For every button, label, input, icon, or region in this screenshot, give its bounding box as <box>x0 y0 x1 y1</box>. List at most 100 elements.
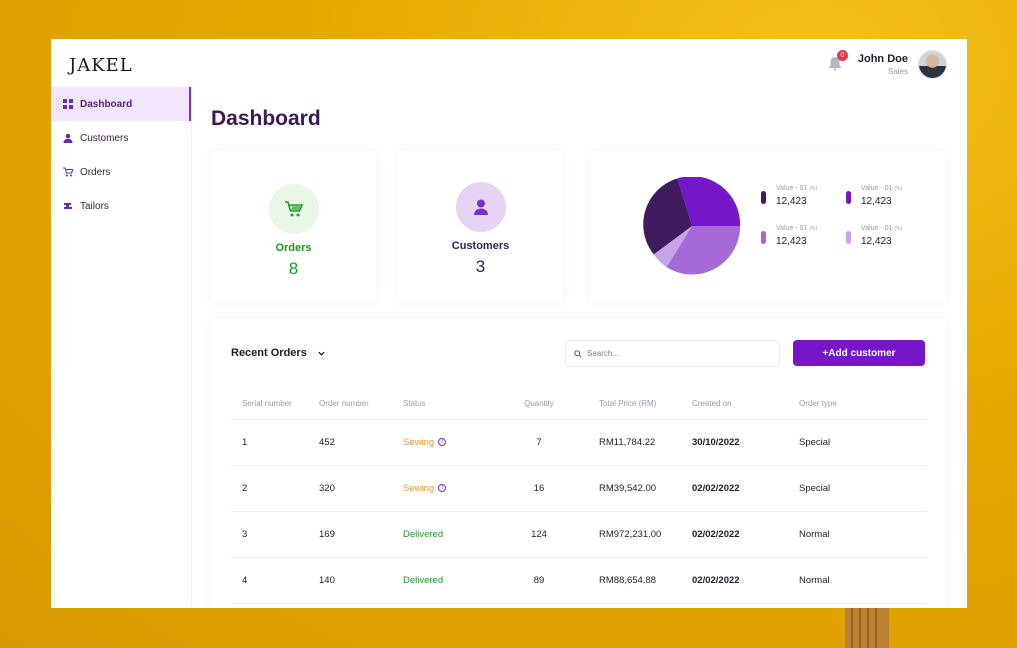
table-row[interactable]: 4 140 Delivered 89 RM88,654.88 02/02/202… <box>231 557 927 604</box>
search-icon <box>574 349 582 358</box>
column-header[interactable]: Order number <box>308 389 392 420</box>
price-cell: RM39,542.00 <box>574 465 681 512</box>
status-cell: Sewing! <box>392 419 504 466</box>
order-type-cell: Special <box>788 419 927 466</box>
legend-value: 12,423 <box>861 196 892 207</box>
sidebar-item-label: Tailors <box>80 200 109 212</box>
search-input[interactable] <box>587 349 767 358</box>
pie-chart <box>643 177 741 275</box>
user-area: 0 John Doe Sales <box>828 49 947 79</box>
bell-icon <box>828 57 841 71</box>
order-number-cell: 320 <box>308 465 392 512</box>
order-number-cell: 169 <box>308 511 392 558</box>
status-text: Delivered <box>403 574 444 586</box>
chevron-down-icon <box>318 351 325 356</box>
customers-stat-icon <box>455 182 506 232</box>
pie-slice-3 <box>653 226 692 268</box>
user-icon <box>473 199 488 215</box>
status-text: Delivered <box>403 528 444 540</box>
cart-icon <box>63 167 73 177</box>
orders-stat-value: 8 <box>288 259 299 278</box>
table-header-row: Serial number Order number Status Quanti… <box>231 389 927 420</box>
customers-stat-label: Customers <box>451 240 510 252</box>
orders-stat-card[interactable]: Orders 8 <box>211 151 376 303</box>
pie-slice-4 <box>643 178 692 255</box>
price-cell: RM11,784.22 <box>574 419 681 466</box>
legend-swatch <box>761 191 766 204</box>
status-cell: Delivered <box>392 557 504 604</box>
column-header[interactable]: Quantity <box>504 389 574 420</box>
user-role: Sales <box>887 66 908 76</box>
info-icon[interactable]: ! <box>438 437 447 446</box>
status-cell: Sewing! <box>392 465 504 512</box>
legend-label: Value - 01 (%) <box>861 225 903 232</box>
sidebar-item-label: Customers <box>80 132 129 144</box>
order-type-cell: Normal <box>788 511 927 558</box>
avatar[interactable] <box>918 49 947 79</box>
status-text: Sewing <box>403 482 435 494</box>
table-row[interactable]: 1 452 Sewing! 7 RM11,784.22 30/10/2022 S… <box>231 419 927 466</box>
column-header[interactable]: Serial number <box>231 389 308 420</box>
column-header[interactable]: Status <box>392 389 504 420</box>
legend-label: Value - 01 (%) <box>776 225 818 232</box>
status-text: Sewing <box>403 436 435 448</box>
quantity-cell: 16 <box>504 465 574 512</box>
column-header[interactable]: Total Price (RM) <box>574 389 681 420</box>
background-decoration <box>845 608 889 648</box>
sidebar-item-orders[interactable]: Orders <box>51 155 191 189</box>
serial-cell: 3 <box>231 511 308 558</box>
page-title: Dashboard <box>211 107 321 130</box>
table-row[interactable]: 2 320 Sewing! 16 RM39,542.00 02/02/2022 … <box>231 465 927 512</box>
sidebar-item-label: Orders <box>80 166 111 178</box>
legend-label: Value - 01 (%) <box>861 185 903 192</box>
quantity-cell: 89 <box>504 557 574 604</box>
legend-value: 12,423 <box>776 236 807 247</box>
orders-stat-label: Orders <box>275 242 312 254</box>
pie-slice-2 <box>666 226 741 275</box>
notification-bell[interactable]: 0 <box>828 50 848 72</box>
quantity-cell: 7 <box>504 419 574 466</box>
pie-slice-1 <box>677 177 741 226</box>
sidebar-item-customers[interactable]: Customers <box>51 121 191 155</box>
serial-cell: 2 <box>231 465 308 512</box>
order-type-cell: Special <box>788 465 927 512</box>
recent-orders-panel: Recent Orders +Add customer Serial numbe… <box>211 319 945 608</box>
order-number-cell: 140 <box>308 557 392 604</box>
price-cell: RM972,231.00 <box>574 511 681 558</box>
sewing-machine-icon <box>64 203 72 209</box>
customers-stat-value: 3 <box>475 257 486 276</box>
order-type-cell: Normal <box>788 557 927 604</box>
status-cell: Delivered <box>392 511 504 558</box>
order-number-cell: 452 <box>308 419 392 466</box>
sidebar: Dashboard Customers Orders Tailors <box>51 87 192 608</box>
orders-stat-icon <box>268 184 319 234</box>
sidebar-item-tailors[interactable]: Tailors <box>51 189 191 223</box>
legend-item: Value - 01 (%) 12,423 <box>846 185 931 207</box>
created-cell: 02/02/2022 <box>681 465 788 512</box>
legend-item: Value - 01 (%) 12,423 <box>846 225 931 247</box>
customers-stat-card[interactable]: Customers 3 <box>398 151 563 303</box>
legend-value: 12,423 <box>776 196 807 207</box>
info-icon[interactable]: ! <box>438 483 447 492</box>
legend-swatch <box>846 191 851 204</box>
column-header[interactable]: Created on <box>681 389 788 420</box>
column-header[interactable]: Order type <box>788 389 927 420</box>
legend-label: Value - 01 (%) <box>776 185 818 192</box>
user-icon <box>63 133 73 143</box>
add-customer-button[interactable]: +Add customer <box>793 340 925 366</box>
app-logo[interactable]: JAKEL <box>69 55 133 76</box>
price-cell: RM88,654.88 <box>574 557 681 604</box>
legend-item: Value - 01 (%) 12,423 <box>761 225 846 247</box>
recent-orders-dropdown[interactable]: Recent Orders <box>231 347 326 359</box>
search-box[interactable] <box>565 340 780 367</box>
serial-cell: 4 <box>231 557 308 604</box>
user-info: John Doe Sales <box>858 53 908 76</box>
sidebar-item-dashboard[interactable]: Dashboard <box>51 87 191 121</box>
cart-icon <box>284 201 303 217</box>
legend-swatch <box>761 231 766 244</box>
created-cell: 02/02/2022 <box>681 557 788 604</box>
created-cell: 02/02/2022 <box>681 511 788 558</box>
legend-item: Value - 01 (%) 12,423 <box>761 185 846 207</box>
pie-legend: Value - 01 (%) 12,423 Value - 01 (%) 12,… <box>761 185 931 247</box>
table-row[interactable]: 3 169 Delivered 124 RM972,231.00 02/02/2… <box>231 511 927 558</box>
